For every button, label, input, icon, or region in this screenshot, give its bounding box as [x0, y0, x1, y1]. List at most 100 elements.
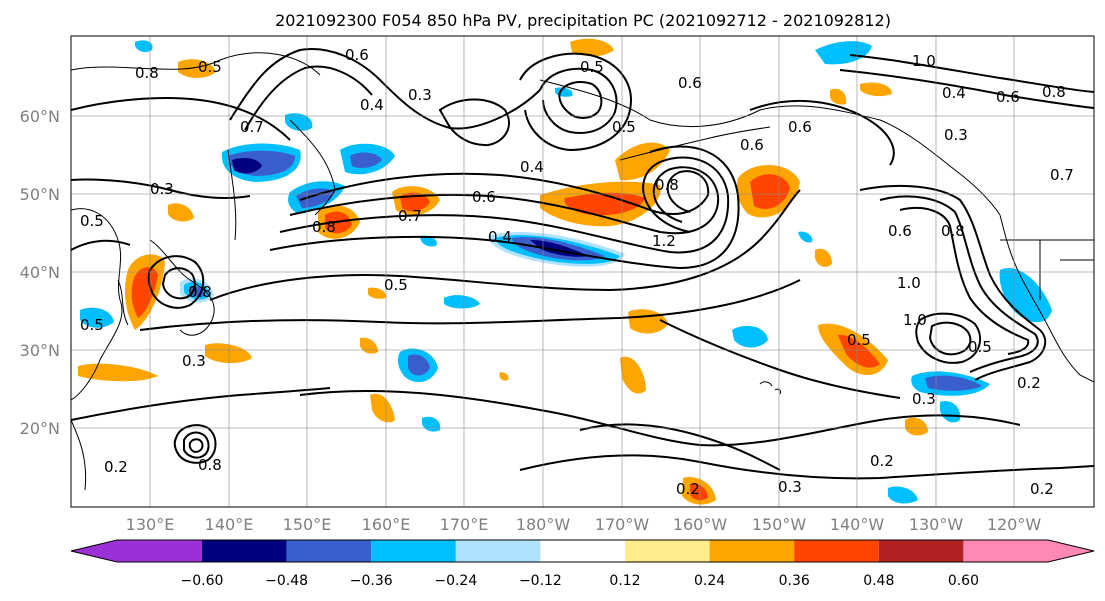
lon-label: 160°W	[673, 515, 728, 534]
lon-label: 180°W	[516, 515, 571, 534]
contour-label: 0.6	[888, 222, 912, 240]
shade-cyan-sub6	[815, 41, 872, 65]
map-panel: 0.8 0.5 0.6 0.3 0.7 0.4 0.5 0.6 0.8 1.0 …	[71, 36, 1094, 507]
lon-label: 150°W	[752, 515, 807, 534]
colorbar-cell	[625, 540, 710, 562]
contour-label: 0.4	[488, 228, 512, 246]
colorbar-cell	[71, 540, 202, 562]
shade-cyan-sub10	[798, 231, 813, 243]
colorbar-outline	[70, 539, 1095, 563]
lon-label: 170°E	[440, 515, 489, 534]
colorbar-tick-label: 0.48	[863, 573, 894, 589]
lon-label: 140°W	[830, 515, 885, 534]
shade-orange-sub13	[860, 82, 892, 97]
colorbar-cell	[878, 540, 964, 562]
contour-label: 1.2	[652, 232, 676, 250]
pv-contour-21	[173, 424, 217, 464]
shade-navy-okhotsk	[232, 158, 262, 174]
colorbar-cell	[540, 540, 625, 562]
lat-label: 20°N	[20, 419, 60, 438]
contour-label: 0.2	[1030, 480, 1054, 498]
contour-label: 0.3	[778, 478, 802, 496]
contour-label: 0.3	[912, 390, 936, 408]
contour-label: 0.5	[968, 338, 992, 356]
colorbar-tick-label: 0.60	[948, 573, 979, 589]
pv-contour-10	[539, 67, 618, 134]
colorbar-tick-label: −0.48	[265, 573, 308, 589]
pv-contour-31	[749, 100, 895, 166]
ph-islands	[71, 419, 87, 491]
shade-blue-ne	[925, 375, 982, 391]
contour-label: 0.2	[1017, 374, 1041, 392]
contour-label: 0.5	[847, 331, 871, 349]
colorbar-ticks: −0.60 −0.48 −0.36 −0.24 −0.12 0.12 0.24 …	[181, 573, 979, 589]
shade-orange-sub10	[815, 248, 832, 267]
map-title: 2021092300 F054 850 hPa PV, precipitatio…	[275, 11, 891, 30]
lon-label: 160°E	[362, 515, 411, 534]
lon-label: 120°W	[987, 515, 1042, 534]
lat-labels: 60°N 50°N 40°N 30°N 20°N	[20, 107, 60, 438]
shade-blue-kuril	[296, 188, 335, 208]
lat-label: 60°N	[20, 107, 60, 126]
contour-label: 0.8	[312, 218, 336, 236]
shade-cyan-sub3	[732, 325, 768, 348]
shade-cyan-sub8	[420, 235, 437, 247]
shade-orange-sub7	[905, 417, 928, 436]
contour-label: 0.3	[408, 86, 432, 104]
lon-label: 150°E	[283, 515, 332, 534]
contour-label: 1.0	[897, 274, 921, 292]
shade-red-japan	[131, 267, 158, 318]
colorbar-cell	[709, 540, 795, 562]
contour-label: 0.6	[472, 188, 496, 206]
pv-contour-20	[161, 267, 196, 300]
contour-label: 0.4	[942, 84, 966, 102]
contour-label: 0.5	[80, 212, 104, 230]
colorbar-tick-label: 0.12	[609, 573, 640, 589]
contour-label: 0.6	[345, 46, 369, 64]
contour-label: 1.0	[912, 52, 936, 70]
contour-label: 0.6	[740, 136, 764, 154]
pv-contours	[71, 48, 1094, 480]
pv-contour-26	[71, 387, 331, 421]
shade-orange-sub4	[78, 363, 158, 382]
pv-contour-14	[859, 184, 1047, 381]
colorbar-cell	[794, 540, 879, 562]
contour-label: 0.6	[678, 74, 702, 92]
lon-label: 130°E	[126, 515, 175, 534]
asia-coast	[71, 208, 123, 401]
lon-label: 130°W	[909, 515, 964, 534]
contour-label: 0.7	[398, 207, 422, 225]
colorbar-tick-label: −0.36	[350, 573, 393, 589]
shade-orange-sub12	[570, 38, 614, 57]
colorbar-cell	[286, 540, 372, 562]
contour-label: 0.2	[870, 452, 894, 470]
contour-label: 0.8	[198, 456, 222, 474]
contour-label: 0.8	[188, 283, 212, 301]
pv-contour-12	[849, 54, 1094, 93]
contour-label: 0.5	[612, 118, 636, 136]
pv-contour-3	[279, 156, 730, 254]
contour-label: 0.4	[520, 158, 544, 176]
contour-label: 0.3	[150, 180, 174, 198]
pv-contour-7	[229, 48, 541, 130]
pv-contour-24	[299, 390, 1021, 447]
shade-red-gulf	[750, 174, 790, 209]
lat-label: 50°N	[20, 185, 60, 204]
shade-red-sub6	[690, 483, 708, 501]
map-frame	[70, 35, 1095, 508]
pv-contour-17	[915, 312, 982, 364]
pv-contour-11	[558, 81, 603, 119]
contour-label: 0.7	[1050, 166, 1074, 184]
lat-label: 30°N	[20, 341, 60, 360]
contour-label: 0.2	[676, 480, 700, 498]
pv-contour-8	[244, 65, 373, 131]
pv-contour-25	[519, 454, 1094, 480]
korea-coast	[117, 279, 129, 326]
shade-orange-sub3	[205, 343, 252, 364]
shade-cyan-sub2	[444, 295, 480, 309]
colorbar-cell	[202, 540, 287, 562]
contour-label: 0.5	[80, 316, 104, 334]
pv-contour-4	[269, 145, 740, 270]
contour-label: 0.8	[941, 222, 965, 240]
contour-label: 0.6	[996, 88, 1020, 106]
